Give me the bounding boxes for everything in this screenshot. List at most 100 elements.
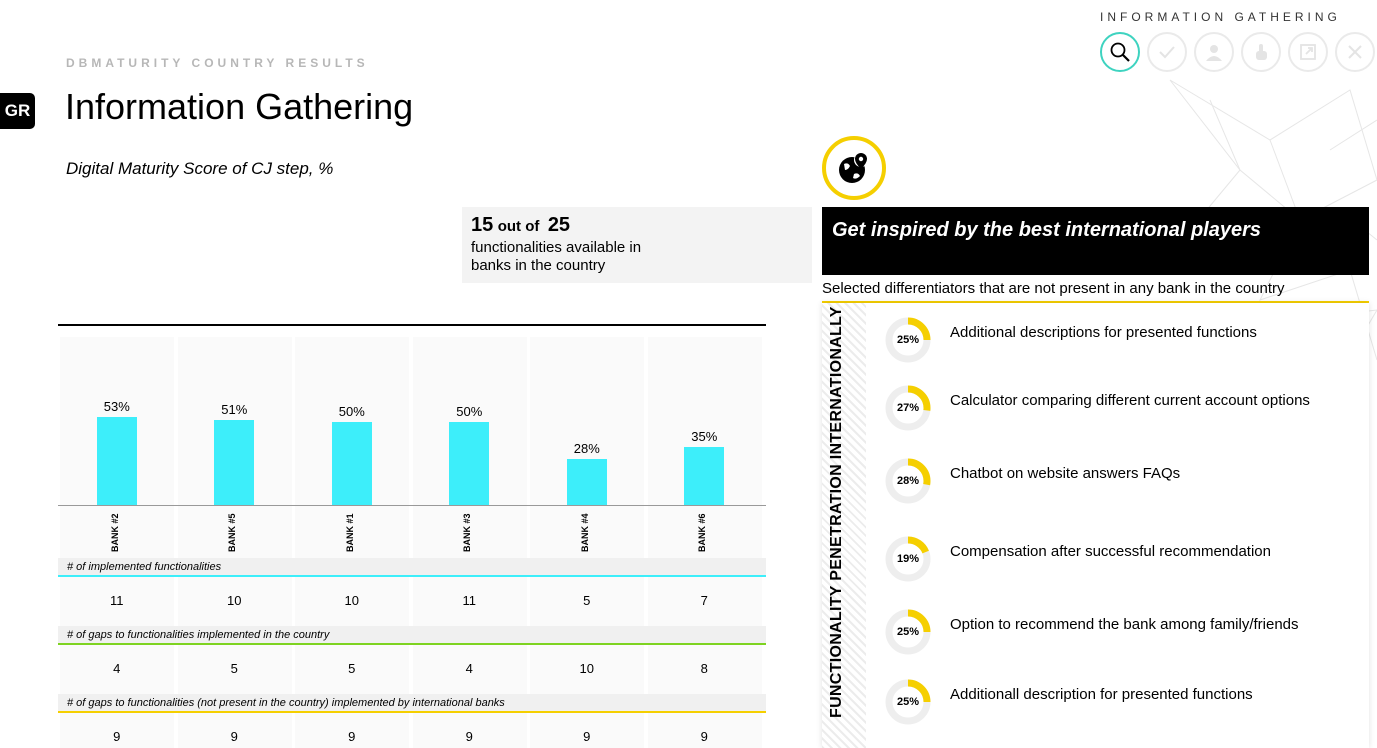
total-count: 25 [547, 214, 571, 236]
magnifier-icon [1110, 42, 1130, 62]
bar-bank-5 [214, 420, 255, 505]
category-label-text: BANK #1 [344, 513, 355, 552]
bar-value-label: 35% [691, 428, 718, 444]
bar-value-label: 50% [456, 404, 483, 419]
out-of-label: out of [497, 218, 540, 235]
functionalities-description: functionalities available in banks in th… [471, 239, 642, 274]
table-cell: 5 [583, 593, 591, 608]
category-label: BANK #4 [580, 508, 594, 552]
bar-bank-1 [331, 422, 372, 505]
table-row-header: # of gaps to functionalities (not presen… [58, 694, 766, 712]
globe-pin-icon [822, 136, 886, 200]
step-information-gathering[interactable] [1100, 32, 1140, 72]
donut-percent: 25% [896, 696, 920, 708]
differentiator-text: Compensation after successful recommenda… [950, 543, 1271, 560]
table-cell: 5 [230, 661, 238, 676]
person-icon [1206, 45, 1222, 61]
bar-bank-2 [96, 417, 137, 505]
table-row-rule [58, 711, 766, 713]
table-cell: 10 [227, 593, 242, 608]
category-label-text: BANK #4 [579, 513, 590, 552]
bar-value-label: 51% [221, 402, 248, 418]
chart-column-bg [295, 337, 409, 748]
donut-percent: 28% [896, 475, 920, 487]
table-cell: 10 [344, 593, 359, 608]
expand-icon [1300, 44, 1316, 60]
donut-percent: 19% [896, 553, 920, 565]
chart-column-bg [647, 337, 762, 748]
step-person[interactable] [1194, 32, 1234, 72]
category-label: BANK #6 [697, 508, 711, 552]
penetration-donut: 28% [882, 455, 934, 507]
table-cell: 9 [348, 729, 356, 744]
table-cell: 9 [465, 729, 473, 744]
donut-percent: 25% [896, 626, 920, 638]
chart-column-bg [60, 337, 174, 748]
bar-value-label: 50% [338, 404, 365, 419]
category-label-text: BANK #2 [109, 513, 120, 552]
bar-value-label: 28% [573, 440, 600, 456]
step-close[interactable] [1335, 32, 1375, 72]
check-icon [1159, 46, 1175, 59]
country-badge: GR [0, 93, 35, 129]
table-cell: 11 [462, 593, 477, 608]
close-icon [1348, 45, 1362, 59]
table-cell: 9 [230, 729, 238, 744]
table-row-rule [58, 575, 766, 577]
chart-column-bg [177, 337, 292, 748]
chart-column-bg [530, 337, 644, 748]
step-check[interactable] [1147, 32, 1187, 72]
bar-bank-4 [566, 458, 607, 505]
page-title: Information Gathering [65, 86, 414, 127]
penetration-donut: 25% [882, 314, 934, 366]
chart-subtitle: Digital Maturity Score of CJ step, % [66, 159, 334, 178]
hand-icon [1256, 44, 1267, 60]
bar-bank-6 [684, 446, 725, 505]
penetration-donut: 25% [882, 676, 934, 728]
step-hand[interactable] [1241, 32, 1281, 72]
table-cell: 7 [700, 593, 708, 608]
step-expand[interactable] [1288, 32, 1328, 72]
table-cell: 10 [579, 661, 594, 676]
available-count: 15 [471, 214, 494, 236]
table-cell: 5 [348, 661, 356, 676]
penetration-donut: 19% [882, 533, 934, 585]
category-label-text: BANK #6 [697, 513, 708, 552]
step-nav-title: INFORMATION GATHERING [1100, 10, 1341, 24]
chart-baseline [58, 505, 766, 506]
donut-percent: 27% [896, 402, 920, 414]
differentiator-text: Chatbot on website answers FAQs [950, 465, 1181, 482]
table-cell: 9 [113, 729, 121, 744]
category-label: BANK #5 [227, 508, 241, 552]
penetration-axis-label: FUNCTIONALITY PENETRATION INTERNATIONALL… [828, 306, 845, 718]
functionalities-summary: 15 out of 25 functionalities available i… [462, 207, 812, 283]
axis-hatch [822, 303, 866, 748]
category-label: BANK #2 [110, 508, 124, 552]
inspiration-note: Selected differentiators that are not pr… [822, 280, 1285, 297]
penetration-donut: 25% [882, 606, 934, 658]
differentiator-text: Option to recommend the bank among famil… [950, 616, 1299, 633]
inspiration-title: Get inspired by the best international p… [822, 207, 1369, 275]
category-label: BANK #1 [345, 508, 359, 552]
table-row-header: # of gaps to functionalities implemented… [58, 626, 766, 644]
table-cell: 9 [700, 729, 708, 744]
bar-bank-3 [449, 422, 490, 505]
category-label-text: BANK #5 [227, 513, 238, 552]
category-label-text: BANK #3 [462, 513, 473, 552]
differentiators-panel [822, 303, 1369, 748]
chart-top-rule [58, 324, 766, 326]
table-row-header: # of implemented functionalities [58, 558, 766, 576]
table-cell: 4 [465, 661, 473, 676]
category-label: BANK #3 [462, 508, 476, 552]
table-cell: 8 [700, 661, 708, 676]
chart-column-bg [412, 337, 527, 748]
table-cell: 11 [110, 593, 124, 608]
table-cell: 9 [583, 729, 591, 744]
penetration-donut: 27% [882, 382, 934, 434]
table-row-rule [58, 643, 766, 645]
overline: DBMATURITY COUNTRY RESULTS [66, 56, 369, 70]
differentiator-text: Additionall description for presented fu… [950, 686, 1253, 703]
accent-rule [822, 301, 1369, 303]
differentiator-text: Additional descriptions for presented fu… [950, 324, 1257, 341]
differentiator-text: Calculator comparing different current a… [950, 392, 1310, 409]
